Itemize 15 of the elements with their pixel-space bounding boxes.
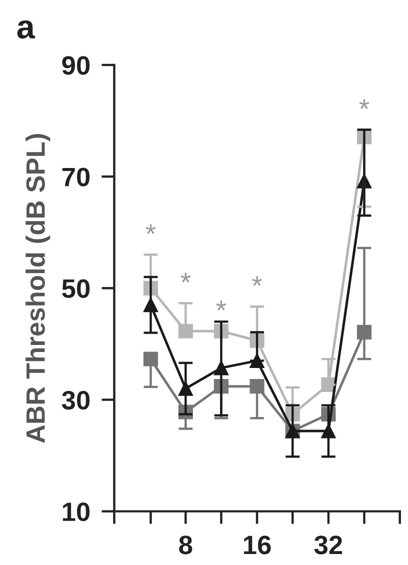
x-tick-label: 8 <box>179 536 192 554</box>
x-tick-label: 16 <box>244 536 271 554</box>
annotation: * <box>216 300 226 310</box>
x-tick-label: 32 <box>314 536 342 554</box>
annotation: * <box>359 99 370 110</box>
annotation: * <box>180 272 191 283</box>
y-tick-label: 10 <box>62 502 90 522</box>
text: a <box>17 20 36 39</box>
annotation: * <box>146 224 156 234</box>
y-axis-title: ABR Threshold (dB SPL) <box>26 134 50 443</box>
y-tick-label: 70 <box>62 168 90 186</box>
y-tick-label: 50 <box>62 279 90 298</box>
y-tick-label: 30 <box>62 390 90 410</box>
y-tick-label: 90 <box>62 56 90 75</box>
annotation: * <box>252 276 262 286</box>
